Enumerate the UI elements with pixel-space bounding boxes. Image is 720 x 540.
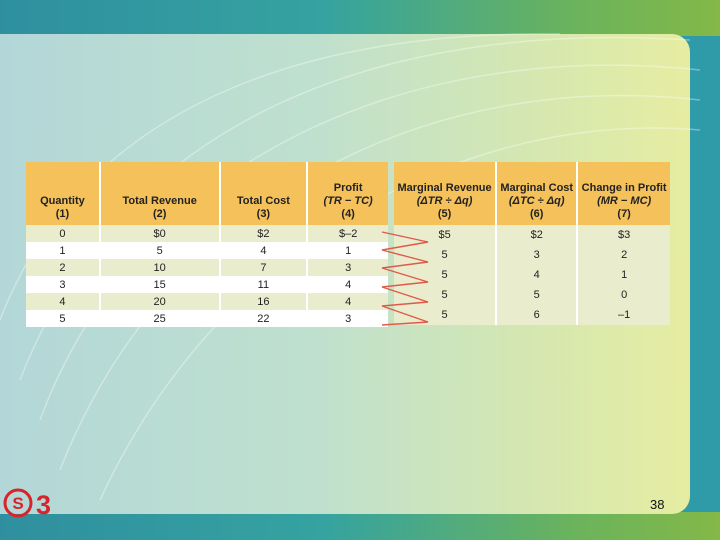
page-number: 38 (650, 497, 665, 512)
cell-profit: $–2 (307, 225, 388, 242)
col-header-profit: Profit (TR − TC) (4) (307, 162, 388, 225)
cell-total-cost: 4 (219, 242, 309, 259)
cell-total-cost: $2 (219, 225, 309, 242)
cell-total-cost: 22 (219, 310, 309, 327)
col-header-total-cost: Total Cost (3) (219, 162, 309, 225)
col-header-total-revenue: Total Revenue (2) (99, 162, 221, 225)
table-row: 3 15 11 4 (26, 276, 388, 293)
cell-change-in-profit: 0 (577, 285, 670, 305)
svg-text:S: S (12, 494, 23, 513)
bottom-band (0, 512, 720, 540)
table-row: 0 $0 $2 $–2 (26, 225, 388, 242)
table-row: 5 6 –1 (394, 305, 670, 325)
cell-marginal-cost: $2 (496, 225, 579, 245)
table-row: 5 5 0 (394, 285, 670, 305)
table-row: 5 25 22 3 (26, 310, 388, 327)
svg-text:3: 3 (36, 490, 51, 520)
col-header-change-in-profit: Change in Profit (MR − MC) (7) (577, 162, 670, 225)
cell-change-in-profit: –1 (577, 305, 670, 325)
profit-table-left: Quantity (1) Total Revenue (2) Total Cos… (26, 162, 388, 327)
zigzag-arrows (381, 231, 429, 326)
cell-marginal-cost: 3 (496, 245, 579, 265)
cell-profit: 4 (307, 293, 388, 310)
col-header-marginal-revenue: Marginal Revenue (ΔTR ÷ Δq) (5) (394, 162, 498, 225)
cell-quantity: 5 (26, 310, 101, 327)
cell-quantity: 0 (26, 225, 101, 242)
s3-logo: S 3 (2, 487, 52, 520)
cell-total-cost: 11 (219, 276, 309, 293)
cell-marginal-cost: 6 (496, 305, 579, 325)
cell-total-revenue: 25 (99, 310, 221, 327)
cell-profit: 1 (307, 242, 388, 259)
table-row: 2 10 7 3 (26, 259, 388, 276)
cell-change-in-profit: 1 (577, 265, 670, 285)
cell-total-revenue: 5 (99, 242, 221, 259)
cell-total-revenue: 15 (99, 276, 221, 293)
cell-total-revenue: $0 (99, 225, 221, 242)
cell-quantity: 3 (26, 276, 101, 293)
col-header-quantity: Quantity (1) (26, 162, 101, 225)
cell-marginal-cost: 5 (496, 285, 579, 305)
table-row: $5 $2 $3 (394, 225, 670, 245)
cell-total-cost: 7 (219, 259, 309, 276)
cell-profit: 4 (307, 276, 388, 293)
cell-marginal-revenue: 5 (394, 305, 498, 325)
col-header-marginal-cost: Marginal Cost (ΔTC ÷ Δq) (6) (496, 162, 579, 225)
profit-table-right: Marginal Revenue (ΔTR ÷ Δq) (5) Marginal… (394, 162, 670, 325)
top-band (0, 0, 720, 36)
cell-total-revenue: 10 (99, 259, 221, 276)
cell-change-in-profit: $3 (577, 225, 670, 245)
cell-total-cost: 16 (219, 293, 309, 310)
cell-change-in-profit: 2 (577, 245, 670, 265)
cell-marginal-cost: 4 (496, 265, 579, 285)
cell-quantity: 1 (26, 242, 101, 259)
table-row: 1 5 4 1 (26, 242, 388, 259)
cell-profit: 3 (307, 259, 388, 276)
cell-total-revenue: 20 (99, 293, 221, 310)
cell-quantity: 2 (26, 259, 101, 276)
table-row: 4 20 16 4 (26, 293, 388, 310)
table-row: 5 4 1 (394, 265, 670, 285)
cell-quantity: 4 (26, 293, 101, 310)
cell-profit: 3 (307, 310, 388, 327)
